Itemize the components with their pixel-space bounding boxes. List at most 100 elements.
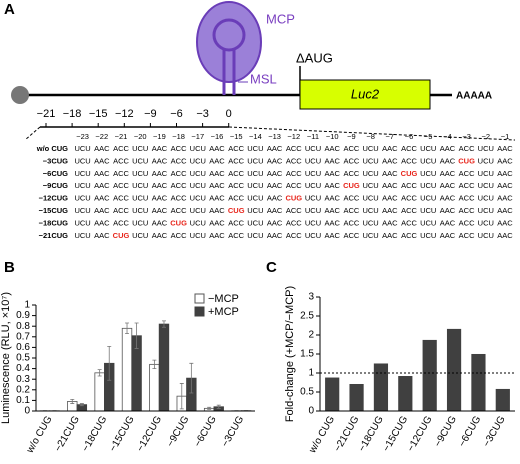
codon: ACC <box>113 194 129 203</box>
position-header: −19 <box>153 132 166 141</box>
codon: AAC <box>152 169 168 178</box>
bar <box>446 328 462 412</box>
codon: UCU <box>305 144 321 153</box>
codon: AAC <box>209 181 225 190</box>
codon: AAC <box>152 231 168 240</box>
codon: UCU <box>190 181 206 190</box>
codon: UCU <box>305 231 321 240</box>
position-header: −21 <box>115 132 128 141</box>
codon: AAC <box>94 156 110 165</box>
position-label: −6 <box>170 108 183 120</box>
x-tick-label: −6CUG <box>192 414 218 449</box>
cap <box>11 86 29 104</box>
codon: UCU <box>478 156 494 165</box>
codon: ACC <box>113 156 129 165</box>
codon: UCU <box>478 181 494 190</box>
codon: UCU <box>247 144 263 153</box>
codon: AAC <box>94 144 110 153</box>
codon: ACC <box>459 181 475 190</box>
stem-loop <box>212 18 246 52</box>
codon: AAC <box>440 194 456 203</box>
position-label: 0 <box>226 108 232 120</box>
codon: AAC <box>94 218 110 227</box>
error-bar <box>161 320 166 328</box>
codon: AAC <box>267 181 283 190</box>
codon: AAC <box>440 169 456 178</box>
codon: AAC <box>497 169 513 178</box>
codon: ACC <box>171 206 187 215</box>
y-tick-label: 0.3 <box>16 374 30 385</box>
position-header: −11 <box>307 132 319 141</box>
codon: AAC <box>497 218 513 227</box>
codon: AAC <box>152 144 168 153</box>
codon: ACC <box>343 144 359 153</box>
codon: ACC <box>286 231 302 240</box>
codon: UCU <box>305 169 321 178</box>
codon: CUG <box>458 156 475 165</box>
codon: AAC <box>324 156 340 165</box>
position-header: −10 <box>326 132 339 141</box>
codon: UCU <box>190 169 206 178</box>
codon: AAC <box>267 231 283 240</box>
codon: UCU <box>132 144 148 153</box>
y-tick-label: 3 <box>308 292 314 303</box>
row-label: w/o CUG <box>36 144 68 153</box>
codon: UCU <box>478 144 494 153</box>
codon: ACC <box>343 194 359 203</box>
codon: ACC <box>228 144 244 153</box>
codon: ACC <box>459 194 475 203</box>
codon: AAC <box>324 206 340 215</box>
mcp-protein <box>196 1 262 83</box>
codon: UCU <box>478 231 494 240</box>
codon: UCU <box>478 218 494 227</box>
codon: AAC <box>497 181 513 190</box>
error-bar <box>152 359 157 369</box>
y-tick-label: 2 <box>308 330 314 341</box>
codon: ACC <box>343 156 359 165</box>
codon: ACC <box>228 194 244 203</box>
y-tick-label: 0.7 <box>16 331 30 342</box>
codon: UCU <box>190 144 206 153</box>
position-header: −23 <box>76 132 89 141</box>
codon: UCU <box>362 206 378 215</box>
codon: UCU <box>74 156 90 165</box>
codon: AAC <box>152 181 168 190</box>
codon: AAC <box>497 144 513 153</box>
codon: ACC <box>113 169 129 178</box>
codon: UCU <box>362 181 378 190</box>
bar <box>349 383 364 412</box>
codon: ACC <box>401 231 417 240</box>
codon: CUG <box>401 169 418 178</box>
panel-label: C <box>266 259 277 276</box>
codon: AAC <box>267 169 283 178</box>
codon: ACC <box>343 231 359 240</box>
error-bar <box>189 362 194 394</box>
legend-label: −MCP <box>208 293 239 305</box>
codon: AAC <box>440 156 456 165</box>
codon: UCU <box>190 206 206 215</box>
codon: UCU <box>305 181 321 190</box>
y-tick-label: 0.9 <box>16 310 30 321</box>
codon: AAC <box>324 218 340 227</box>
codon: UCU <box>74 194 90 203</box>
codon: ACC <box>343 218 359 227</box>
x-tick-label: −9CUG <box>165 414 191 449</box>
codon: AAC <box>94 181 110 190</box>
codon: ACC <box>286 169 302 178</box>
codon: UCU <box>247 231 263 240</box>
codon: AAC <box>324 194 340 203</box>
codon: ACC <box>171 231 187 240</box>
codon: AAC <box>382 206 398 215</box>
error-bar <box>107 345 112 381</box>
codon: UCU <box>420 194 436 203</box>
codon: UCU <box>132 169 148 178</box>
error-bar <box>134 322 139 349</box>
codon: AAC <box>152 156 168 165</box>
gene-box <box>299 79 431 110</box>
y-tick-label: 0.4 <box>16 363 30 374</box>
codon: AAC <box>94 194 110 203</box>
codon: UCU <box>190 218 206 227</box>
y-tick-label: 1 <box>308 368 314 379</box>
bar <box>325 377 340 412</box>
codon: CUG <box>170 218 187 227</box>
